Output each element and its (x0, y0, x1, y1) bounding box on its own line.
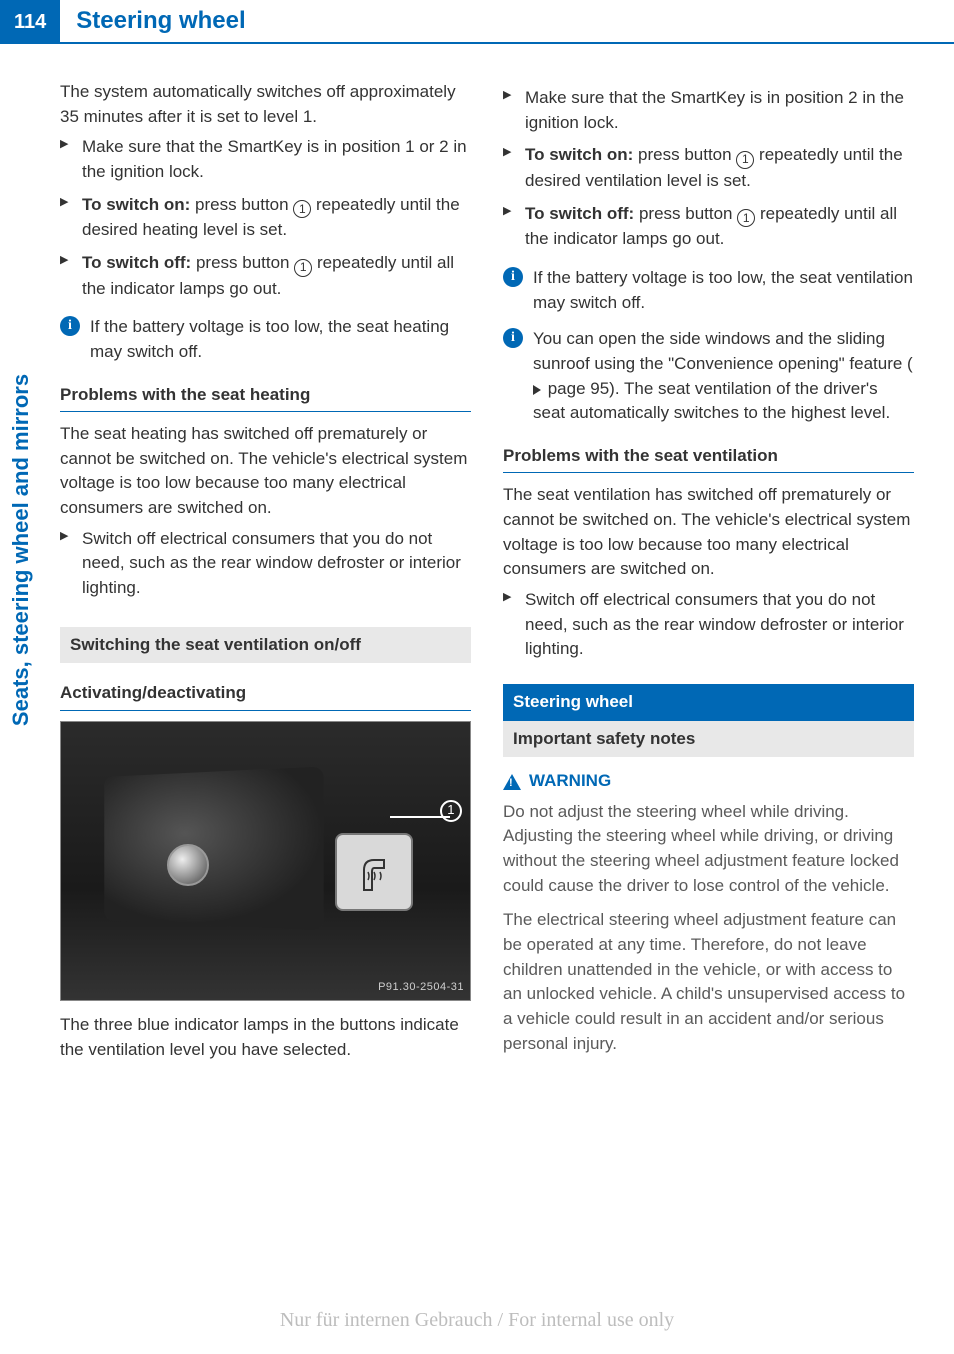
subheading-activating: Activating/deactivating (60, 681, 471, 711)
bold-label: To switch off: (525, 204, 634, 223)
right-column: Make sure that the SmartKey is in positi… (503, 80, 914, 1274)
section-band-steering: Steering wheel (503, 684, 914, 721)
warning-label-text: WARNING (529, 769, 611, 794)
circled-ref-icon: 1 (293, 200, 311, 218)
footer-watermark: Nur für internen Gebrauch / For internal… (0, 1309, 954, 1332)
info-note: You can open the side windows and the sl… (503, 327, 914, 426)
warning-paragraph: The electrical steering wheel adjustment… (503, 908, 914, 1056)
text: press button (191, 253, 294, 272)
list-item: Make sure that the SmartKey is in positi… (503, 86, 914, 135)
warning-triangle-icon (503, 774, 521, 790)
section-band-safety: Important safety notes (503, 721, 914, 758)
bold-label: To switch on: (82, 195, 190, 214)
list-item: To switch off: press button 1 repeatedly… (60, 251, 471, 301)
bold-label: To switch on: (525, 145, 633, 164)
figure-seat-ventilation: 1 P91.30-2504-31 (60, 721, 471, 1001)
content-area: The system automatically switches off ap… (60, 80, 914, 1274)
figure-caption: The three blue indicator lamps in the bu… (60, 1013, 471, 1062)
circled-ref-icon: 1 (737, 209, 755, 227)
warning-heading: WARNING (503, 769, 914, 794)
bold-label: To switch off: (82, 253, 191, 272)
figure-seat-button (335, 833, 413, 911)
list-item: Make sure that the SmartKey is in positi… (60, 135, 471, 184)
list-item: To switch on: press button 1 repeatedly … (503, 143, 914, 193)
problems-heating-list: Switch off electrical consumers that you… (60, 527, 471, 601)
info-text: You can open the side windows and the sl… (533, 329, 913, 373)
page-header: 114 Steering wheel (0, 0, 954, 44)
info-text: If the battery voltage is too low, the s… (533, 268, 913, 312)
seat-vent-icon (350, 848, 398, 896)
list-item: To switch on: press button 1 repeatedly … (60, 193, 471, 243)
sidebar-tab: Seats, steering wheel and mirrors (0, 330, 42, 770)
ventilation-steps-list: Make sure that the SmartKey is in positi… (503, 86, 914, 252)
info-note: If the battery voltage is too low, the s… (60, 315, 471, 364)
warning-body: Do not adjust the steering wheel while d… (503, 800, 914, 1056)
sidebar-tab-label: Seats, steering wheel and mirrors (8, 374, 34, 726)
text: press button (633, 145, 736, 164)
heating-steps-list: Make sure that the SmartKey is in positi… (60, 135, 471, 301)
circled-ref-icon: 1 (736, 151, 754, 169)
figure-id-label: P91.30-2504-31 (378, 980, 464, 996)
info-note: If the battery voltage is too low, the s… (503, 266, 914, 315)
list-item: Switch off electrical consumers that you… (60, 527, 471, 601)
figure-callout-1: 1 (440, 800, 462, 822)
info-text: If the battery voltage is too low, the s… (90, 317, 449, 361)
intro-paragraph: The system automatically switches off ap… (60, 80, 471, 129)
info-text: page 95). The seat ventilation of the dr… (533, 379, 890, 423)
section-band-ventilation: Switching the seat ventilation on/off (60, 627, 471, 664)
problems-ventilation-list: Switch off electrical consumers that you… (503, 588, 914, 662)
subheading-problems-heating: Problems with the seat heating (60, 383, 471, 413)
paragraph: The seat heating has switched off premat… (60, 422, 471, 521)
list-item: Switch off electrical consumers that you… (503, 588, 914, 662)
text: press button (634, 204, 737, 223)
paragraph: The seat ventilation has switched off pr… (503, 483, 914, 582)
text: press button (190, 195, 293, 214)
page-title: Steering wheel (60, 0, 954, 44)
figure-dashboard-shape (104, 766, 323, 930)
triangle-ref-icon (533, 385, 541, 395)
list-item: To switch off: press button 1 repeatedly… (503, 202, 914, 252)
subheading-problems-ventilation: Problems with the seat ventilation (503, 444, 914, 474)
figure-callout-line (390, 816, 450, 818)
warning-paragraph: Do not adjust the steering wheel while d… (503, 800, 914, 899)
circled-ref-icon: 1 (294, 259, 312, 277)
left-column: The system automatically switches off ap… (60, 80, 471, 1274)
page-number: 114 (0, 0, 60, 44)
